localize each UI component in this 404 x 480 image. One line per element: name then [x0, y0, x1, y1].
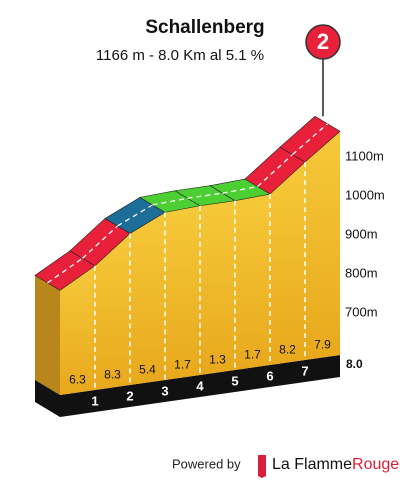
subtitle: 1166 m - 8.0 Km al 5.1 %: [96, 47, 264, 64]
y-tick-label: 1100m: [345, 148, 384, 163]
side-face: [35, 275, 60, 395]
band-dash: [292, 123, 328, 156]
gradient-band: [279, 115, 341, 163]
gradient-label: 8.3: [104, 368, 121, 382]
y-tick-label: 1000m: [345, 187, 385, 202]
band-dash: [117, 204, 153, 227]
x-tick-label: 3: [161, 383, 168, 398]
x-tick-label: 2: [126, 388, 133, 403]
brand-part: La Flamme: [272, 456, 352, 473]
band-dash: [222, 185, 258, 194]
title: Schallenberg: [145, 17, 264, 38]
brand-name: La FlammeRouge: [272, 456, 399, 473]
profile-body: [130, 212, 165, 385]
gradient-label: 1.7: [244, 348, 261, 362]
gradient-label: 1.7: [174, 358, 191, 372]
x-tick-label: 8.0: [346, 357, 363, 371]
profile-body: [235, 194, 270, 370]
gradient-label: 5.4: [139, 363, 156, 377]
brand-icon: [258, 455, 266, 478]
x-tick-label: 1: [91, 393, 98, 408]
band-dash: [187, 192, 223, 199]
profile-body: [165, 205, 200, 380]
profile-body: [270, 162, 305, 365]
base-band: [35, 355, 340, 417]
profile-body: [95, 233, 130, 390]
gradient-label: 1.3: [209, 353, 226, 367]
badge: [305, 24, 341, 60]
x-tick-label: 4: [196, 378, 204, 393]
powered-by: Powered by: [172, 456, 241, 471]
y-tick-label: 900m: [345, 226, 378, 241]
brand-part: Rouge: [352, 456, 399, 473]
x-tick-label: 6: [266, 368, 273, 383]
y-tick-label: 700m: [345, 304, 378, 319]
band-dash: [82, 225, 118, 259]
profile-body: [305, 131, 340, 360]
plot: 6.3 8.3 5.4 1.7 1.3 1.7 8.2 7.9 1 2 3 4 5 6 7 8.0 700m 80…: [34, 24, 385, 417]
gradient-label: 8.2: [279, 343, 296, 357]
band-dash: [152, 197, 188, 206]
gradient-label: 7.9: [314, 338, 331, 352]
x-tick-label: 5: [231, 373, 238, 388]
band-dash: [47, 257, 83, 284]
x-tick-label: 7: [301, 363, 308, 378]
profile-body: [60, 265, 95, 395]
y-tick-label: 800m: [345, 265, 378, 280]
profile-body: [200, 200, 235, 375]
band-dash: [257, 154, 293, 188]
gradient-label: 6.3: [69, 373, 86, 387]
badge-label: 2: [317, 29, 329, 54]
